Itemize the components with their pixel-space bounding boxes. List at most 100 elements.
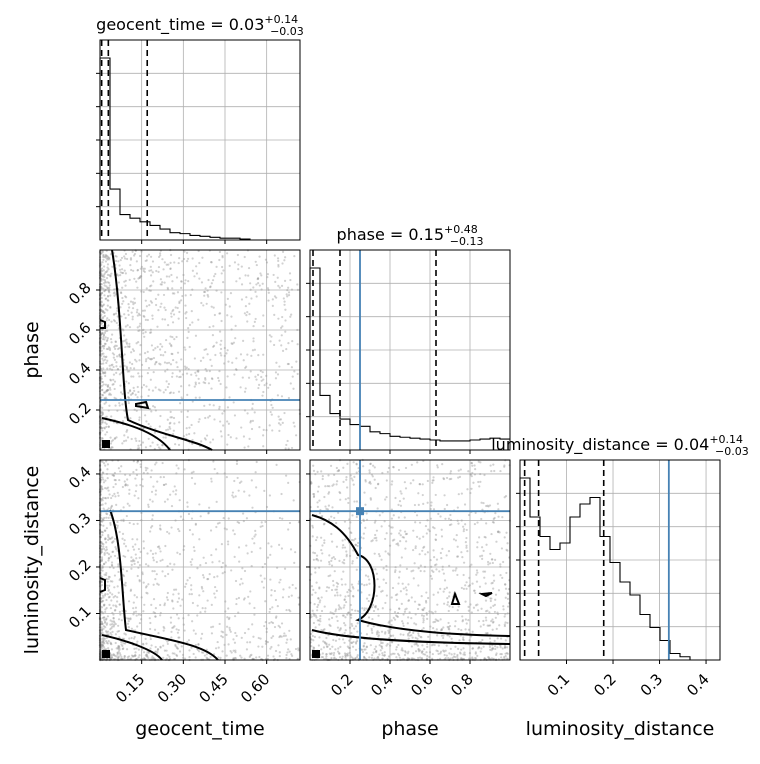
scatter-point: [100, 345, 103, 348]
scatter-point: [405, 593, 408, 596]
scatter-point: [399, 490, 402, 493]
scatter-point: [104, 541, 108, 544]
scatter-point: [448, 605, 451, 608]
scatter-point: [311, 634, 314, 638]
scatter-point: [503, 624, 506, 628]
scatter-point: [101, 437, 104, 440]
scatter-point: [330, 515, 333, 518]
scatter-point: [144, 563, 148, 566]
scatter-point: [401, 536, 404, 539]
scatter-point: [176, 647, 179, 650]
scatter-point: [426, 642, 429, 646]
scatter-point: [290, 594, 293, 597]
scatter-point: [233, 533, 236, 536]
scatter-point: [127, 313, 130, 316]
scatter-point: [405, 567, 409, 570]
scatter-point: [113, 586, 116, 589]
scatter-point: [180, 396, 183, 399]
scatter-point: [312, 588, 315, 591]
scatter-point: [246, 320, 249, 323]
scatter-point: [109, 653, 112, 656]
scatter-point: [156, 325, 159, 328]
scatter-point: [136, 326, 139, 329]
scatter-point: [227, 517, 230, 520]
scatter-point: [194, 383, 197, 386]
scatter-point: [101, 599, 105, 602]
scatter-point: [146, 552, 149, 555]
scatter-point: [470, 611, 473, 614]
scatter-point: [482, 570, 485, 573]
scatter-point: [231, 491, 234, 494]
scatter-point: [182, 548, 185, 552]
scatter-point: [194, 523, 197, 526]
scatter-point: [116, 651, 119, 654]
scatter-point: [397, 503, 400, 506]
scatter-point: [139, 344, 142, 347]
scatter-point: [120, 655, 123, 658]
scatter-point: [109, 523, 112, 526]
scatter-point: [118, 268, 122, 271]
scatter-point: [457, 605, 460, 608]
scatter-point: [275, 615, 278, 618]
scatter-point: [333, 516, 336, 520]
scatter-point: [204, 368, 207, 371]
scatter-point: [169, 493, 172, 496]
scatter-point: [190, 423, 193, 427]
scatter-point: [109, 623, 112, 626]
scatter-point: [137, 372, 140, 375]
scatter-point: [106, 317, 109, 320]
scatter-point: [139, 465, 142, 469]
scatter-point: [132, 558, 135, 561]
scatter-point: [100, 540, 103, 544]
scatter-point: [257, 386, 260, 390]
scatter-point: [473, 522, 476, 526]
scatter-point: [265, 630, 268, 634]
scatter-point: [397, 544, 400, 547]
scatter-point: [116, 585, 119, 588]
scatter-point: [119, 657, 123, 660]
scatter-point: [223, 527, 226, 530]
scatter-point: [447, 627, 450, 630]
scatter-point: [109, 537, 112, 541]
scatter-point: [150, 357, 154, 360]
scatter-point: [121, 657, 124, 660]
scatter-point: [409, 482, 412, 485]
scatter-point: [128, 474, 132, 477]
scatter-point: [491, 558, 494, 561]
scatter-point: [344, 538, 347, 541]
scatter-point: [100, 375, 103, 378]
scatter-point: [107, 516, 110, 519]
scatter-point: [390, 619, 393, 622]
scatter-point: [465, 581, 468, 584]
scatter-point: [159, 611, 162, 615]
scatter-point: [180, 358, 183, 361]
scatter-point: [100, 548, 103, 551]
scatter-point: [248, 302, 251, 305]
scatter-point: [159, 614, 162, 617]
scatter-point: [422, 502, 425, 505]
scatter-point: [233, 414, 237, 417]
scatter-point: [182, 257, 186, 261]
scatter-point: [162, 656, 165, 659]
scatter-point: [174, 519, 177, 522]
scatter-point: [209, 358, 212, 361]
scatter-point: [232, 657, 235, 660]
scatter-point: [114, 312, 118, 315]
scatter-point: [366, 624, 369, 628]
scatter-point: [416, 461, 419, 464]
scatter-point: [180, 645, 183, 648]
scatter-point: [103, 621, 107, 624]
scatter-point: [382, 567, 385, 570]
scatter-point: [176, 551, 179, 554]
scatter-point: [138, 580, 141, 583]
scatter-point: [161, 558, 164, 561]
scatter-point: [99, 426, 103, 429]
scatter-point: [218, 312, 221, 315]
scatter-point: [110, 537, 113, 540]
scatter-point: [114, 259, 118, 263]
scatter-point: [380, 630, 384, 633]
scatter-point: [435, 563, 438, 566]
scatter-point: [113, 387, 116, 391]
scatter-point: [217, 376, 220, 380]
scatter-point: [436, 466, 439, 469]
